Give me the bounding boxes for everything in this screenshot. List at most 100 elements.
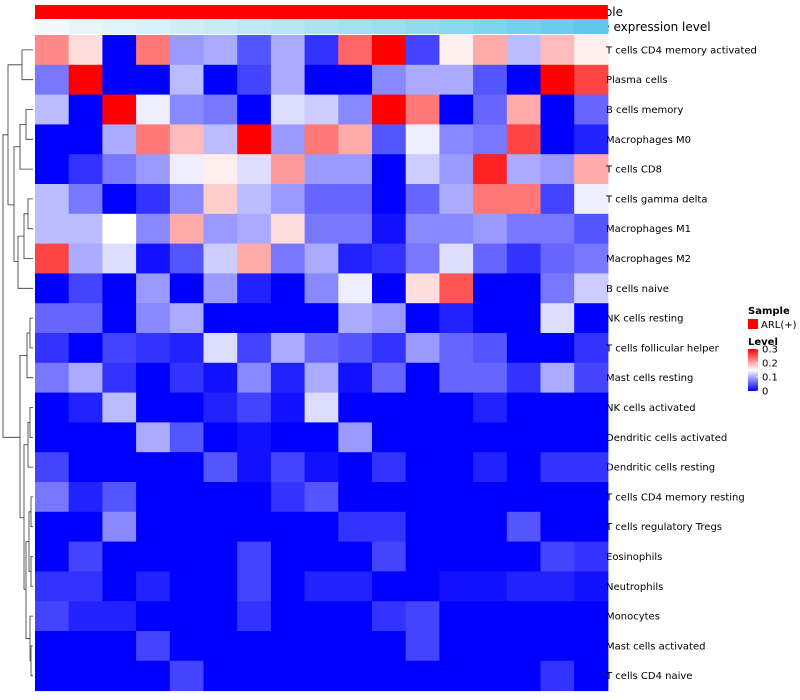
heatmap-cell bbox=[540, 422, 575, 453]
heatmap-cell bbox=[237, 392, 272, 423]
heatmap-cell bbox=[338, 35, 373, 66]
gene-expression-cell bbox=[574, 19, 609, 34]
heatmap-cell bbox=[237, 631, 272, 662]
heatmap-cell bbox=[540, 303, 575, 334]
gene-expression-cell bbox=[136, 19, 171, 34]
heatmap-cell bbox=[574, 35, 609, 66]
heatmap-cell bbox=[304, 631, 339, 662]
heatmap-cell bbox=[304, 35, 339, 66]
heatmap-cell bbox=[68, 362, 103, 394]
heatmap-cell bbox=[237, 422, 272, 453]
heatmap-cell bbox=[473, 452, 508, 483]
heatmap-cell bbox=[473, 511, 508, 543]
heatmap-cell bbox=[35, 184, 70, 215]
heatmap-cell bbox=[338, 124, 373, 155]
dendrogram-branch bbox=[21, 49, 33, 81]
heatmap-cell bbox=[169, 511, 204, 543]
heatmap-cell bbox=[136, 333, 171, 364]
heatmap-cell bbox=[102, 333, 137, 364]
row-labels: T cells CD4 memory activated Plasma cells… bbox=[605, 45, 757, 682]
heatmap-cell bbox=[540, 333, 575, 364]
dendrogram-branch bbox=[17, 235, 33, 289]
heatmap-cell bbox=[439, 422, 474, 453]
heatmap-cell bbox=[68, 243, 103, 274]
heatmap-cell bbox=[203, 511, 238, 543]
heatmap-cell bbox=[540, 94, 575, 125]
heatmap-cell bbox=[405, 541, 440, 572]
row-label: Macrophages M1 bbox=[606, 224, 691, 235]
gene-expression-cell bbox=[68, 19, 103, 34]
heatmap-cell bbox=[473, 333, 508, 364]
heatmap-cell bbox=[473, 482, 508, 513]
dendrogram-branch bbox=[29, 615, 33, 662]
gene-expression-cell bbox=[304, 19, 339, 34]
heatmap-cell bbox=[405, 273, 440, 304]
heatmap-cell bbox=[68, 511, 103, 543]
heatmap-cell bbox=[35, 333, 70, 364]
heatmap-cell bbox=[439, 64, 474, 96]
heatmap-cell bbox=[405, 213, 440, 245]
heatmap-cell bbox=[270, 541, 306, 572]
heatmap-cell bbox=[68, 124, 103, 155]
heatmap-cell bbox=[574, 571, 609, 602]
heatmap-cell bbox=[338, 64, 373, 96]
heatmap-cell bbox=[473, 94, 508, 125]
heatmap-cell bbox=[237, 511, 272, 543]
heatmap-cell bbox=[540, 154, 575, 185]
dendrogram-branch bbox=[23, 444, 28, 590]
heatmap-cell bbox=[136, 303, 171, 334]
dendrogram-branch bbox=[19, 124, 33, 170]
dendrogram-branch bbox=[30, 645, 33, 677]
heatmap-cell bbox=[473, 184, 508, 215]
heatmap-cell bbox=[35, 571, 70, 602]
heatmap-cell bbox=[338, 482, 373, 513]
heatmap-cell bbox=[203, 35, 238, 66]
heatmap-cell bbox=[203, 243, 238, 274]
heatmap-cell bbox=[102, 482, 137, 513]
heatmap-cell bbox=[270, 571, 306, 602]
heatmap-cell bbox=[237, 94, 272, 125]
heatmap-cell bbox=[136, 94, 171, 125]
heatmap-cell bbox=[338, 303, 373, 334]
heatmap-cell bbox=[304, 64, 339, 96]
heatmap-cell bbox=[169, 631, 204, 662]
heatmap-cell bbox=[439, 273, 474, 304]
heatmap-cell bbox=[68, 482, 103, 513]
heatmap-cell bbox=[338, 154, 373, 185]
heatmap-cell bbox=[237, 184, 272, 215]
gene-expression-cell bbox=[102, 19, 137, 34]
gene-expression-cell bbox=[405, 19, 440, 34]
heatmap-cell bbox=[270, 422, 306, 453]
heatmap-cell bbox=[473, 362, 508, 394]
column-annotations: Sample Gene expression level bbox=[35, 5, 711, 34]
heatmap-cell bbox=[439, 94, 474, 125]
heatmap-cell bbox=[203, 482, 238, 513]
heatmap-cell bbox=[304, 452, 339, 483]
row-label: T cells regulatory Tregs bbox=[605, 522, 722, 533]
heatmap-cell bbox=[338, 631, 373, 662]
heatmap-cell bbox=[473, 601, 508, 632]
heatmap-cell bbox=[237, 124, 272, 155]
dendrogram-branch bbox=[29, 317, 33, 349]
heatmap-cell bbox=[506, 64, 541, 96]
heatmap-cell bbox=[439, 631, 474, 662]
gene-expression-cell bbox=[338, 19, 373, 34]
heatmap-cell bbox=[203, 154, 238, 185]
heatmap-cell bbox=[574, 333, 609, 364]
row-label: T cells CD4 naive bbox=[605, 671, 692, 682]
heatmap-cell bbox=[540, 631, 575, 662]
heatmap-cell bbox=[540, 452, 575, 483]
heatmap-cell bbox=[102, 273, 137, 304]
dendrogram-branch bbox=[2, 134, 20, 438]
heatmap-cell bbox=[169, 35, 204, 66]
heatmap-cell bbox=[169, 213, 204, 245]
heatmap-cell bbox=[35, 303, 70, 334]
heatmap-cell bbox=[506, 631, 541, 662]
heatmap-cell bbox=[574, 273, 609, 304]
heatmap-cell bbox=[439, 511, 474, 543]
row-label: Macrophages M0 bbox=[606, 135, 691, 146]
heatmap-cell bbox=[270, 482, 306, 513]
heatmap-cell bbox=[270, 243, 306, 274]
gene-expression-cell bbox=[237, 19, 272, 34]
heatmap-cell bbox=[136, 154, 171, 185]
